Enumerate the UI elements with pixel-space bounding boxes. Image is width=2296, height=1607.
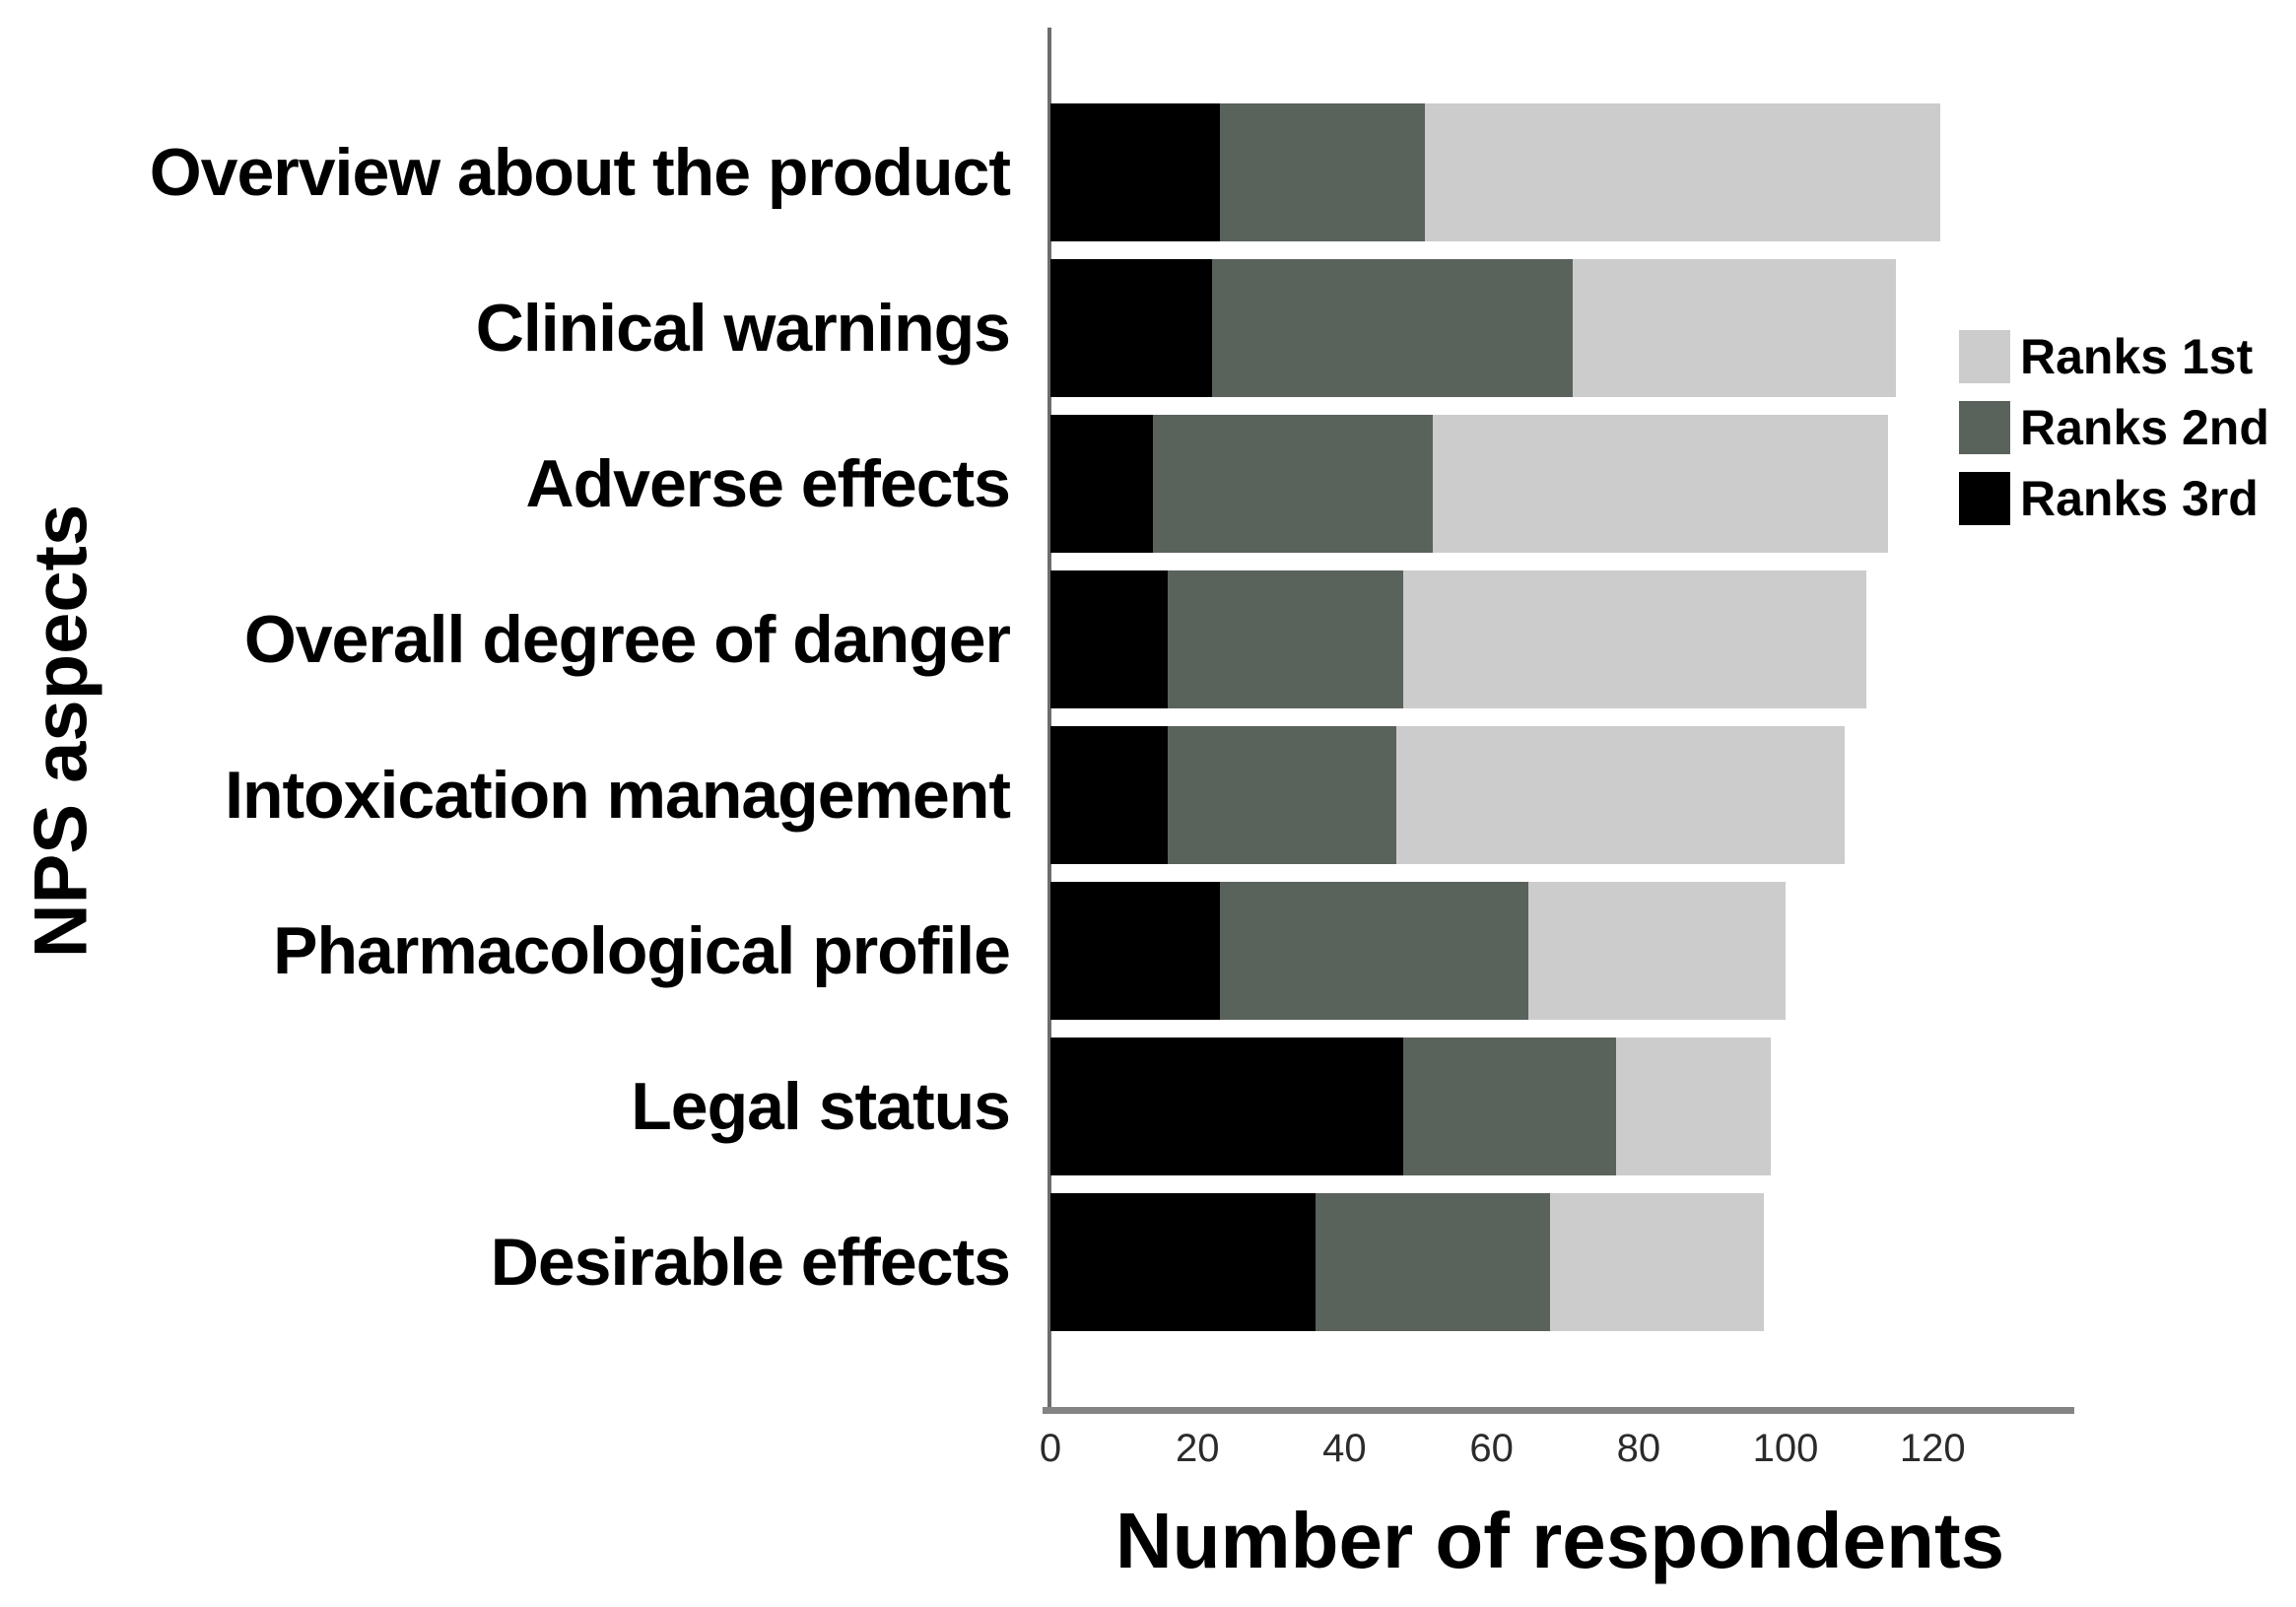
bar-segment-ranks-3rd [1050, 415, 1154, 553]
x-axis-line [1043, 1407, 2074, 1414]
bar-segment-ranks-3rd [1050, 1038, 1404, 1175]
x-tick-label: 100 [1752, 1427, 1819, 1470]
bar-segment-ranks-3rd [1050, 103, 1220, 241]
bar-row [1050, 415, 1889, 553]
x-tick-label: 20 [1175, 1427, 1220, 1470]
bar-segment-ranks-3rd [1050, 1193, 1316, 1331]
legend-item: Ranks 2nd [1959, 399, 2269, 456]
y-axis-title: NPS aspects [19, 503, 103, 959]
legend-item: Ranks 1st [1959, 328, 2253, 385]
legend-swatch-ranks-3rd [1959, 472, 2010, 525]
bar-row [1050, 726, 1845, 864]
y-axis-line [1047, 28, 1051, 1411]
bar-segment-ranks-2nd [1403, 1038, 1617, 1175]
bar-segment-ranks-1st [1403, 570, 1867, 708]
x-tick-label: 120 [1899, 1427, 1966, 1470]
bar-segment-ranks-3rd [1050, 726, 1169, 864]
category-label: Clinical warnings [475, 291, 1011, 366]
bar-segment-ranks-2nd [1153, 415, 1433, 553]
category-label: Legal status [631, 1069, 1011, 1144]
category-label: Intoxication management [225, 758, 1011, 833]
bar-segment-ranks-2nd [1219, 103, 1426, 241]
bar-row [1050, 259, 1896, 397]
bar-row [1050, 570, 1867, 708]
bar-row [1050, 882, 1787, 1020]
bar-segment-ranks-2nd [1212, 259, 1573, 397]
x-axis-title: Number of respondents [1114, 1497, 2005, 1584]
category-label: Pharmacological profile [273, 913, 1011, 988]
category-label: Overview about the product [149, 135, 1011, 210]
legend-label: Ranks 1st [2020, 329, 2254, 384]
bar-segment-ranks-3rd [1050, 570, 1169, 708]
bar-row [1050, 1038, 1772, 1175]
bar-row [1050, 103, 1940, 241]
bar-segment-ranks-1st [1616, 1038, 1772, 1175]
bar-segment-ranks-1st [1550, 1193, 1764, 1331]
x-tick-label: 80 [1616, 1427, 1661, 1470]
bar-segment-ranks-1st [1425, 103, 1940, 241]
bar-segment-ranks-2nd [1219, 882, 1528, 1020]
category-label: Overall degree of danger [243, 602, 1011, 677]
category-label: Adverse effects [525, 446, 1011, 521]
bar-segment-ranks-1st [1395, 726, 1845, 864]
bar-row [1050, 1193, 1764, 1331]
bar-segment-ranks-2nd [1168, 726, 1396, 864]
bar-segment-ranks-3rd [1050, 882, 1220, 1020]
bar-segment-ranks-1st [1432, 415, 1889, 553]
bar-segment-ranks-1st [1527, 882, 1787, 1020]
legend-swatch-ranks-1st [1959, 330, 2010, 383]
legend-label: Ranks 2nd [2020, 400, 2269, 455]
legend-label: Ranks 3rd [2020, 471, 2259, 526]
x-tick-label: 40 [1322, 1427, 1367, 1470]
bar-segment-ranks-1st [1572, 259, 1896, 397]
bar-segment-ranks-3rd [1050, 259, 1213, 397]
bar-segment-ranks-2nd [1168, 570, 1404, 708]
x-tick-label: 0 [1039, 1427, 1062, 1470]
category-label: Desirable effects [490, 1225, 1011, 1300]
legend-swatch-ranks-2nd [1959, 401, 2010, 454]
x-tick-label: 60 [1469, 1427, 1514, 1470]
bar-segment-ranks-2nd [1315, 1193, 1551, 1331]
legend-item: Ranks 3rd [1959, 470, 2259, 527]
